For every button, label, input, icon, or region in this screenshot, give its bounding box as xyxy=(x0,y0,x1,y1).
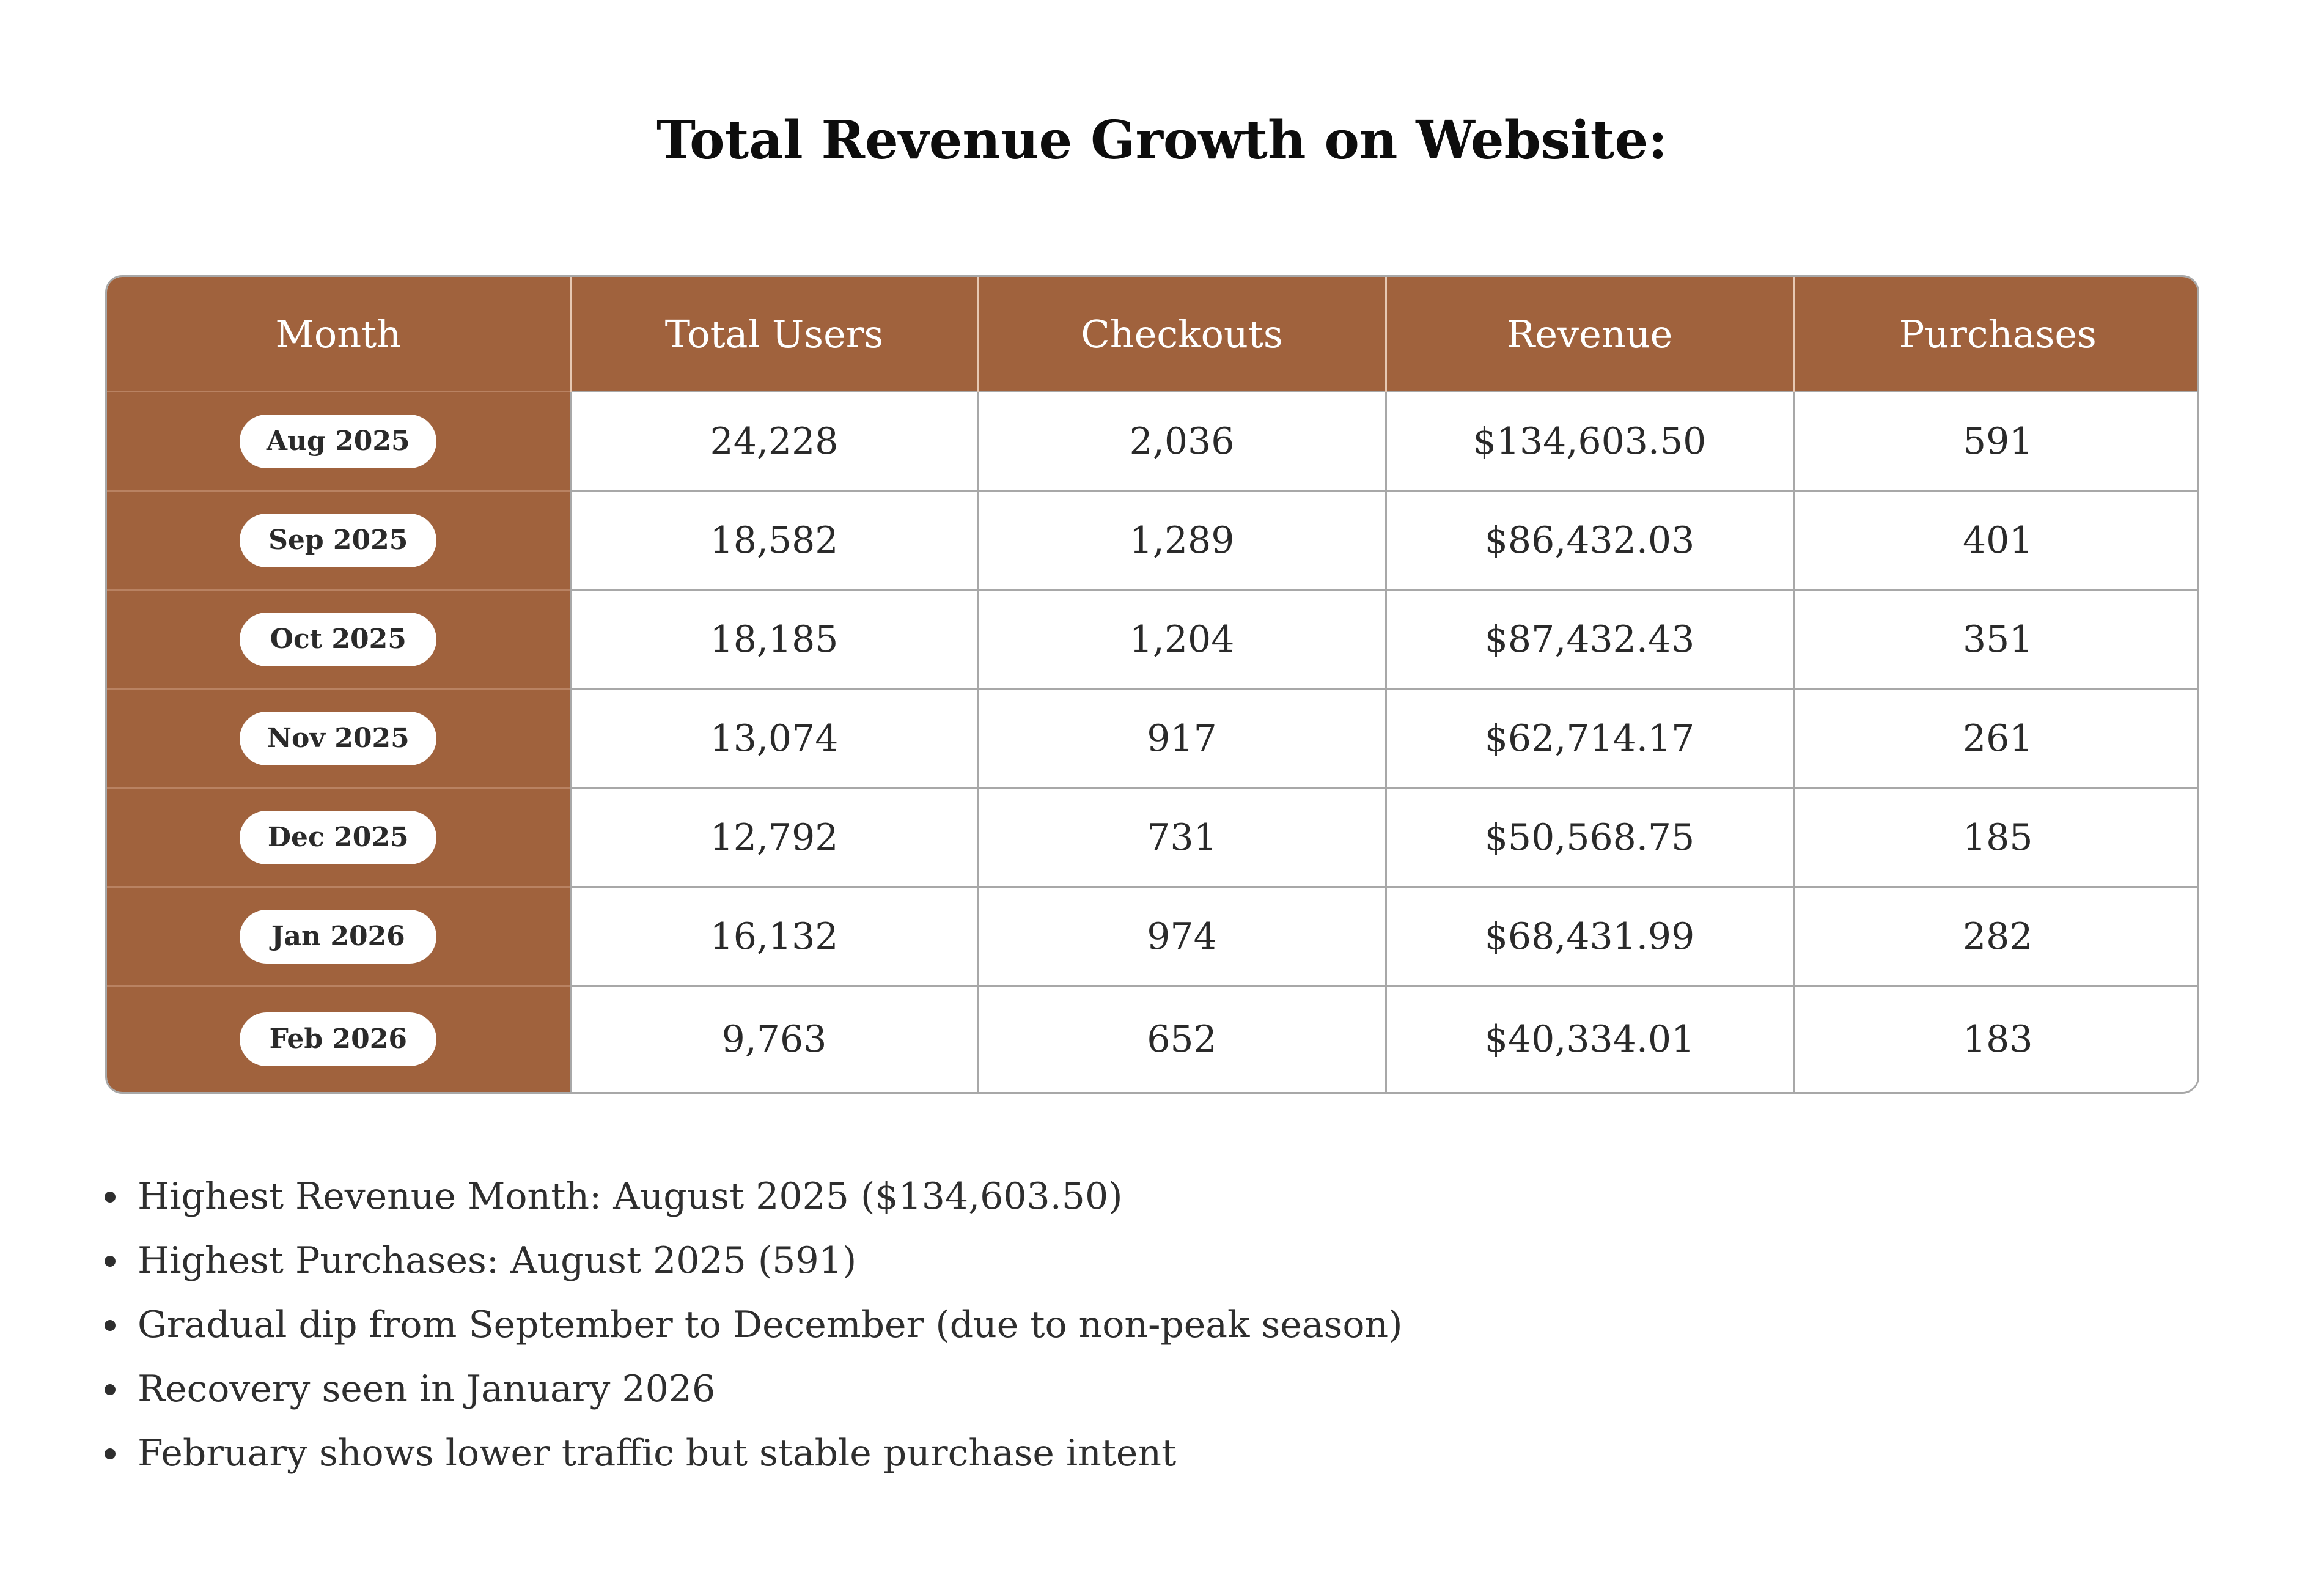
checkouts-cell: 974 xyxy=(978,886,1387,986)
month-pill: Aug 2025 xyxy=(240,414,437,468)
purchases-cell: 401 xyxy=(1793,490,2197,590)
header-checkouts: Checkouts xyxy=(978,277,1387,392)
bullet-icon xyxy=(105,1448,116,1459)
list-item: February shows lower traffic but stable … xyxy=(103,1421,1403,1486)
checkouts-cell: 917 xyxy=(978,688,1387,788)
purchases-cell: 185 xyxy=(1793,787,2197,887)
table-row: Feb 2026 9,763 652 $40,334.01 183 xyxy=(107,985,2197,1092)
table-row: Dec 2025 12,792 731 $50,568.75 185 xyxy=(107,787,2197,887)
month-pill: Dec 2025 xyxy=(240,810,437,864)
purchases-cell: 282 xyxy=(1793,886,2197,986)
table-row: Jan 2026 16,132 974 $68,431.99 282 xyxy=(107,886,2197,986)
insight-text: Highest Purchases: August 2025 (591) xyxy=(138,1239,857,1282)
total-users-cell: 9,763 xyxy=(570,985,979,1092)
header-total-users: Total Users xyxy=(570,277,979,392)
table-header-row: Month Total Users Checkouts Revenue Purc… xyxy=(107,277,2197,392)
insight-text: Gradual dip from September to December (… xyxy=(138,1303,1403,1346)
checkouts-cell: 2,036 xyxy=(978,391,1387,491)
bullet-icon xyxy=(105,1256,116,1267)
revenue-table-grid: Month Total Users Checkouts Revenue Purc… xyxy=(107,277,2197,1092)
list-item: Gradual dip from September to December (… xyxy=(103,1293,1403,1357)
month-cell: Aug 2025 xyxy=(107,391,572,491)
checkouts-cell: 652 xyxy=(978,985,1387,1092)
page-title: Total Revenue Growth on Website: xyxy=(656,109,1668,171)
revenue-cell: $62,714.17 xyxy=(1386,688,1795,788)
insight-text: February shows lower traffic but stable … xyxy=(138,1432,1177,1475)
month-cell: Feb 2026 xyxy=(107,985,572,1092)
total-users-cell: 16,132 xyxy=(570,886,979,986)
insight-text: Highest Revenue Month: August 2025 ($134… xyxy=(138,1175,1123,1218)
table-row: Sep 2025 18,582 1,289 $86,432.03 401 xyxy=(107,490,2197,590)
purchases-cell: 261 xyxy=(1793,688,2197,788)
bullet-icon xyxy=(105,1320,116,1331)
insight-text: Recovery seen in January 2026 xyxy=(138,1368,716,1410)
revenue-cell: $87,432.43 xyxy=(1386,589,1795,689)
header-revenue: Revenue xyxy=(1386,277,1795,392)
list-item: Highest Purchases: August 2025 (591) xyxy=(103,1229,1403,1293)
revenue-cell: $50,568.75 xyxy=(1386,787,1795,887)
table-row: Nov 2025 13,074 917 $62,714.17 261 xyxy=(107,688,2197,788)
purchases-cell: 351 xyxy=(1793,589,2197,689)
total-users-cell: 18,185 xyxy=(570,589,979,689)
month-pill: Feb 2026 xyxy=(240,1012,437,1066)
total-users-cell: 24,228 xyxy=(570,391,979,491)
revenue-cell: $134,603.50 xyxy=(1386,391,1795,491)
revenue-table: Month Total Users Checkouts Revenue Purc… xyxy=(105,275,2199,1094)
header-month: Month xyxy=(107,277,572,392)
insights-list: Highest Revenue Month: August 2025 ($134… xyxy=(103,1165,1403,1486)
list-item: Recovery seen in January 2026 xyxy=(103,1357,1403,1421)
checkouts-cell: 1,289 xyxy=(978,490,1387,590)
month-pill: Sep 2025 xyxy=(240,513,437,567)
month-pill: Oct 2025 xyxy=(240,612,437,666)
month-pill: Jan 2026 xyxy=(240,909,437,964)
revenue-cell: $68,431.99 xyxy=(1386,886,1795,986)
bullet-icon xyxy=(105,1192,116,1203)
month-pill: Nov 2025 xyxy=(240,711,437,765)
purchases-cell: 183 xyxy=(1793,985,2197,1092)
month-cell: Jan 2026 xyxy=(107,886,572,986)
month-cell: Sep 2025 xyxy=(107,490,572,590)
month-cell: Dec 2025 xyxy=(107,787,572,887)
table-row: Oct 2025 18,185 1,204 $87,432.43 351 xyxy=(107,589,2197,689)
checkouts-cell: 1,204 xyxy=(978,589,1387,689)
month-cell: Oct 2025 xyxy=(107,589,572,689)
revenue-cell: $40,334.01 xyxy=(1386,985,1795,1092)
table-row: Aug 2025 24,228 2,036 $134,603.50 591 xyxy=(107,391,2197,491)
month-cell: Nov 2025 xyxy=(107,688,572,788)
header-purchases: Purchases xyxy=(1793,277,2197,392)
purchases-cell: 591 xyxy=(1793,391,2197,491)
total-users-cell: 13,074 xyxy=(570,688,979,788)
total-users-cell: 12,792 xyxy=(570,787,979,887)
checkouts-cell: 731 xyxy=(978,787,1387,887)
list-item: Highest Revenue Month: August 2025 ($134… xyxy=(103,1165,1403,1229)
bullet-icon xyxy=(105,1384,116,1395)
revenue-cell: $86,432.03 xyxy=(1386,490,1795,590)
total-users-cell: 18,582 xyxy=(570,490,979,590)
